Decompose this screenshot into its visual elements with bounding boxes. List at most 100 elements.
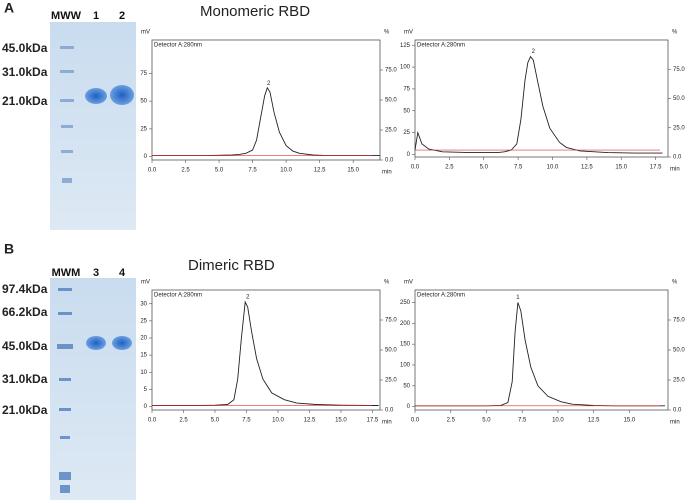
lane-label: MWW: [51, 10, 82, 22]
panel-letter: B: [4, 241, 14, 257]
y-axis-label: mV: [404, 30, 413, 36]
y-tick-label: 25: [140, 318, 147, 324]
x-tick-label: 12.5: [304, 418, 316, 424]
y-tick-label: 150: [400, 342, 411, 348]
x-tick-label: 17.5: [367, 418, 379, 424]
peak-label: 2: [246, 294, 250, 300]
gel-band: [86, 336, 106, 350]
y2-axis-label: %: [384, 30, 390, 36]
y-axis-label: mV: [141, 30, 150, 36]
x-tick-label: 2.5: [445, 165, 454, 171]
x-tick-label: 10.0: [552, 418, 564, 424]
y-tick-label: 50: [403, 383, 410, 389]
y2-tick-label: 0.0: [385, 408, 394, 414]
chromatogram-line: [414, 55, 663, 154]
y2-axis-label: %: [384, 280, 390, 286]
gel: [50, 278, 136, 500]
x-tick-label: 12.5: [588, 418, 600, 424]
y-tick-label: 20: [140, 336, 147, 342]
plot-frame: [151, 39, 381, 161]
y2-tick-label: 50.0: [385, 98, 397, 104]
detector-label: Detector A:280nm: [417, 293, 465, 299]
x-tick-label: 15.0: [615, 165, 627, 171]
y2-tick-label: 75.0: [673, 318, 685, 324]
x-tick-label: 2.5: [447, 418, 456, 424]
y-tick-label: 25: [140, 126, 147, 132]
y2-tick-label: 75.0: [673, 67, 685, 73]
y-tick-label: 5: [144, 387, 148, 393]
y-axis-label: mV: [141, 280, 150, 286]
x-tick-label: 10.0: [547, 165, 559, 171]
y-tick-label: 0: [144, 154, 148, 160]
marker-label: 45.0kDa: [2, 339, 48, 353]
y-tick-label: 100: [400, 65, 411, 71]
x-axis-label: min: [670, 420, 680, 426]
x-tick-label: 10.0: [272, 418, 284, 424]
marker-label: 97.4kDa: [2, 282, 48, 296]
lane-label: 3: [93, 267, 99, 279]
y-tick-label: 25: [403, 130, 410, 136]
x-tick-label: 17.5: [650, 165, 662, 171]
x-tick-label: 5.0: [480, 165, 489, 171]
x-tick-label: 0.0: [148, 418, 157, 424]
gel-band: [112, 336, 132, 350]
lane-label: MWM: [52, 267, 81, 279]
x-axis-label: min: [382, 420, 392, 426]
x-tick-label: 7.5: [514, 165, 523, 171]
x-tick-label: 7.5: [518, 418, 527, 424]
plot-frame: [151, 289, 381, 411]
lane-label: 1: [93, 10, 99, 22]
y-axis-label: mV: [404, 280, 413, 286]
marker-label: 21.0kDa: [2, 403, 48, 417]
x-tick-label: 0.0: [148, 168, 157, 174]
y-tick-label: 100: [400, 363, 411, 369]
y2-tick-label: 0.0: [673, 155, 682, 161]
y-tick-label: 0: [407, 152, 411, 158]
x-tick-label: 5.0: [215, 168, 224, 174]
x-tick-label: 10.0: [280, 168, 292, 174]
x-tick-label: 12.5: [581, 165, 593, 171]
marker-lane: [57, 288, 73, 493]
marker-label: 31.0kDa: [2, 372, 48, 386]
y2-axis-label: %: [672, 30, 678, 36]
x-axis-label: min: [382, 170, 392, 176]
y2-tick-label: 25.0: [385, 378, 397, 384]
y-tick-label: 50: [140, 99, 147, 105]
y-tick-label: 0: [144, 404, 148, 410]
y2-tick-label: 25.0: [385, 128, 397, 134]
detector-label: Detector A:280nm: [154, 293, 202, 299]
y2-tick-label: 0.0: [385, 158, 394, 164]
marker-label: 45.0kDa: [2, 41, 48, 55]
y-tick-label: 200: [400, 321, 411, 327]
lane-label: 4: [119, 267, 126, 279]
x-tick-label: 15.0: [335, 418, 347, 424]
marker-label: 66.2kDa: [2, 305, 48, 319]
x-tick-label: 7.5: [248, 168, 257, 174]
panel-letter: A: [4, 0, 14, 16]
y-tick-label: 15: [140, 353, 147, 359]
panel-title: Monomeric RBD: [200, 3, 310, 20]
x-tick-label: 0.0: [411, 418, 420, 424]
panel-title: Dimeric RBD: [188, 257, 275, 274]
y2-tick-label: 50.0: [673, 96, 685, 102]
x-tick-label: 2.5: [181, 168, 190, 174]
chromatogram-line: [415, 302, 666, 407]
detector-label: Detector A:280nm: [417, 43, 465, 49]
y-tick-label: 50: [403, 108, 410, 114]
y2-tick-label: 25.0: [673, 378, 685, 384]
y-tick-label: 250: [400, 300, 411, 306]
y-tick-label: 0: [407, 404, 411, 410]
marker-label: 31.0kDa: [2, 65, 48, 79]
peak-label: 2: [267, 81, 271, 87]
y2-tick-label: 25.0: [673, 125, 685, 131]
y-tick-label: 75: [403, 86, 410, 92]
x-tick-label: 15.0: [624, 418, 636, 424]
x-tick-label: 2.5: [179, 418, 188, 424]
x-tick-label: 15.0: [347, 168, 359, 174]
y-tick-label: 10: [140, 370, 147, 376]
y2-tick-label: 75.0: [385, 318, 397, 324]
x-tick-label: 5.0: [211, 418, 220, 424]
marker-lane: [60, 46, 74, 183]
y-tick-label: 125: [400, 43, 411, 49]
